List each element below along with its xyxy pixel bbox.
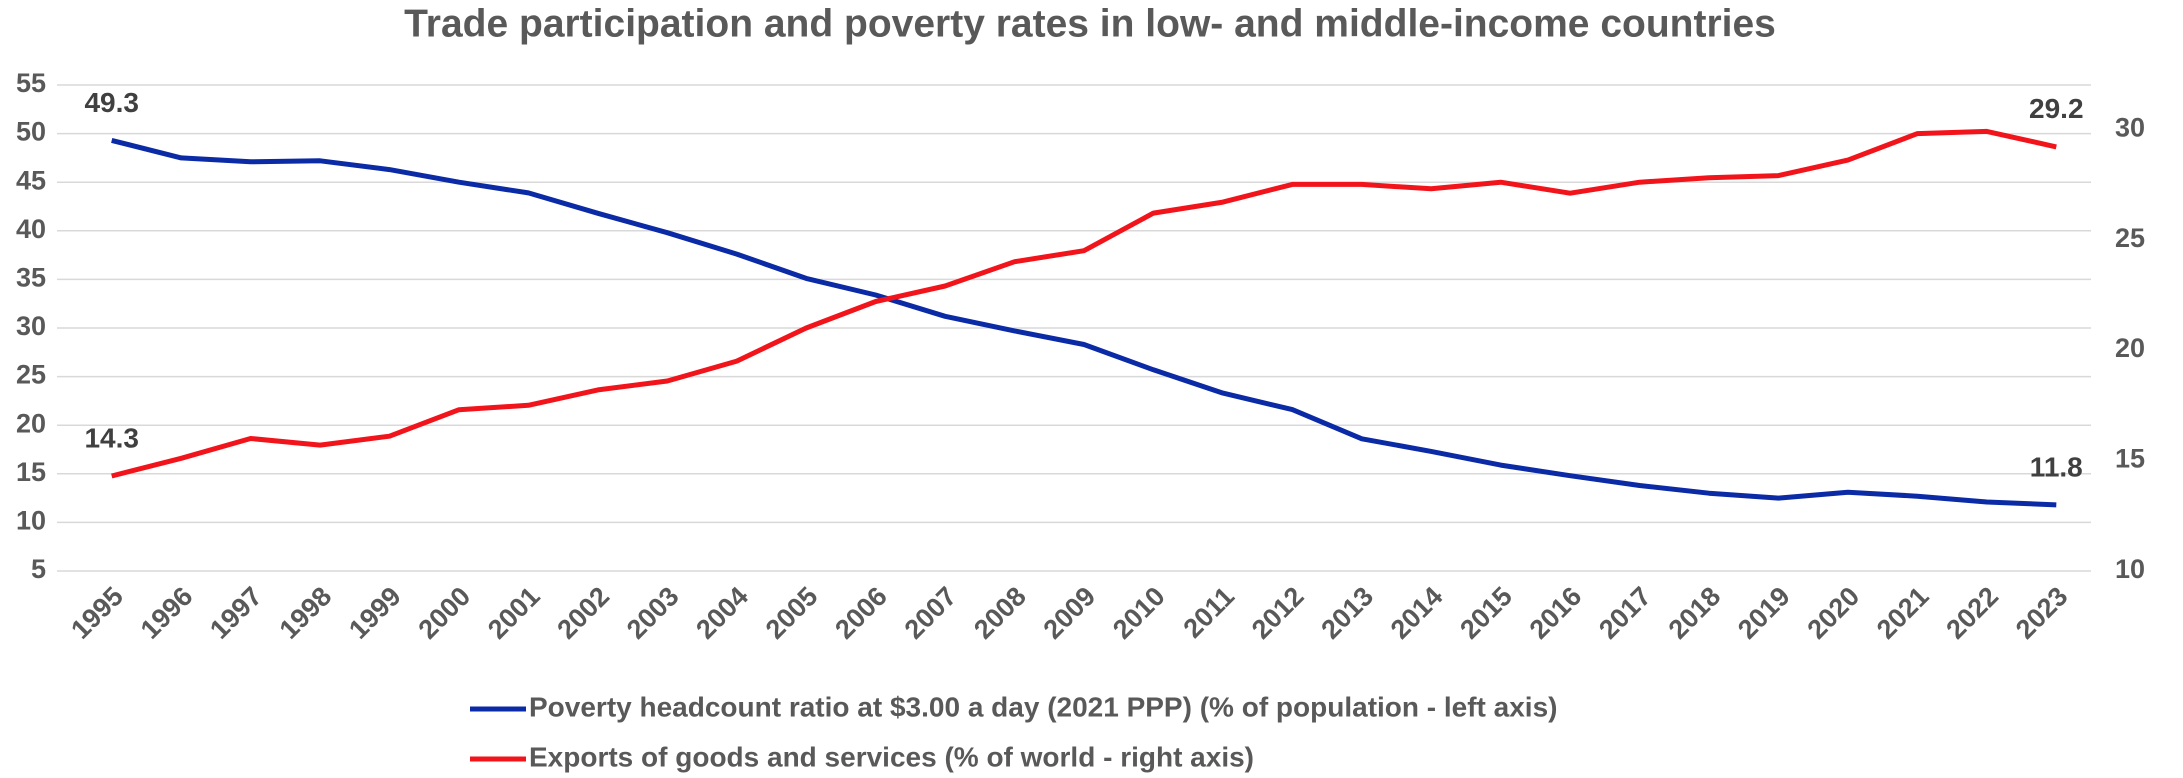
x-tick-label: 2011 (1178, 581, 1241, 644)
y-tick-label: 25 (16, 360, 46, 390)
x-tick-label: 2014 (1385, 581, 1449, 645)
x-tick-label: 2019 (1732, 581, 1796, 645)
y-tick-label: 10 (16, 506, 46, 536)
x-tick-label: 2009 (1038, 581, 1102, 645)
y2-tick-label: 15 (2115, 444, 2145, 474)
y2-tick-label: 25 (2115, 223, 2145, 253)
y-tick-label: 20 (16, 408, 46, 438)
data-label: 49.3 (84, 87, 139, 118)
x-tick-label: 2022 (1940, 581, 2004, 645)
x-tick-label: 1995 (65, 581, 129, 645)
y2-tick-label: 30 (2115, 112, 2145, 142)
x-tick-label: 2016 (1524, 581, 1588, 645)
series-line (111, 137, 2057, 508)
y-tick-label: 15 (16, 457, 46, 487)
x-tick-label: 1996 (135, 581, 199, 645)
x-tick-label: 2000 (413, 581, 477, 645)
x-tick-label: 2010 (1107, 581, 1171, 645)
legend-label: Exports of goods and services (% of worl… (529, 741, 1254, 772)
x-tick-label: 2008 (968, 581, 1032, 645)
x-tick-label: 2001 (482, 581, 546, 645)
y-tick-label: 35 (16, 263, 46, 293)
data-label: 29.2 (2029, 93, 2084, 124)
x-tick-label: 1998 (274, 581, 338, 645)
y2-tick-label: 20 (2115, 333, 2145, 363)
y2-tick-label: 10 (2115, 554, 2145, 584)
chart-title: Trade participation and poverty rates in… (404, 2, 1776, 45)
y-tick-label: 45 (16, 165, 46, 195)
data-label: 14.3 (84, 422, 139, 453)
x-tick-label: 2007 (899, 581, 963, 645)
x-tick-label: 2020 (1802, 581, 1866, 645)
x-tick-label: 2003 (621, 581, 685, 645)
y-tick-label: 50 (16, 117, 46, 147)
x-tick-label: 2017 (1593, 581, 1657, 645)
x-tick-label: 1999 (343, 581, 407, 645)
x-tick-label: 2006 (829, 581, 893, 645)
x-tick-label: 2002 (551, 581, 615, 645)
x-tick-label: 1997 (204, 581, 268, 645)
x-tick-label: 2018 (1663, 581, 1727, 645)
x-tick-label: 2012 (1246, 581, 1310, 645)
legend-label: Poverty headcount ratio at $3.00 a day (… (529, 691, 1557, 722)
y-tick-label: 55 (16, 68, 46, 98)
x-tick-label: 2015 (1454, 581, 1518, 645)
series-line (111, 128, 2057, 479)
x-tick-label: 2023 (2010, 581, 2074, 645)
y-tick-label: 5 (31, 554, 46, 584)
x-tick-label: 2021 (1871, 581, 1935, 645)
x-tick-label: 2005 (760, 581, 824, 645)
x-tick-label: 2004 (690, 581, 754, 645)
data-label: 11.8 (2030, 451, 2083, 482)
y-tick-label: 40 (16, 214, 46, 244)
x-tick-label: 2013 (1315, 581, 1379, 645)
y-tick-label: 30 (16, 311, 46, 341)
